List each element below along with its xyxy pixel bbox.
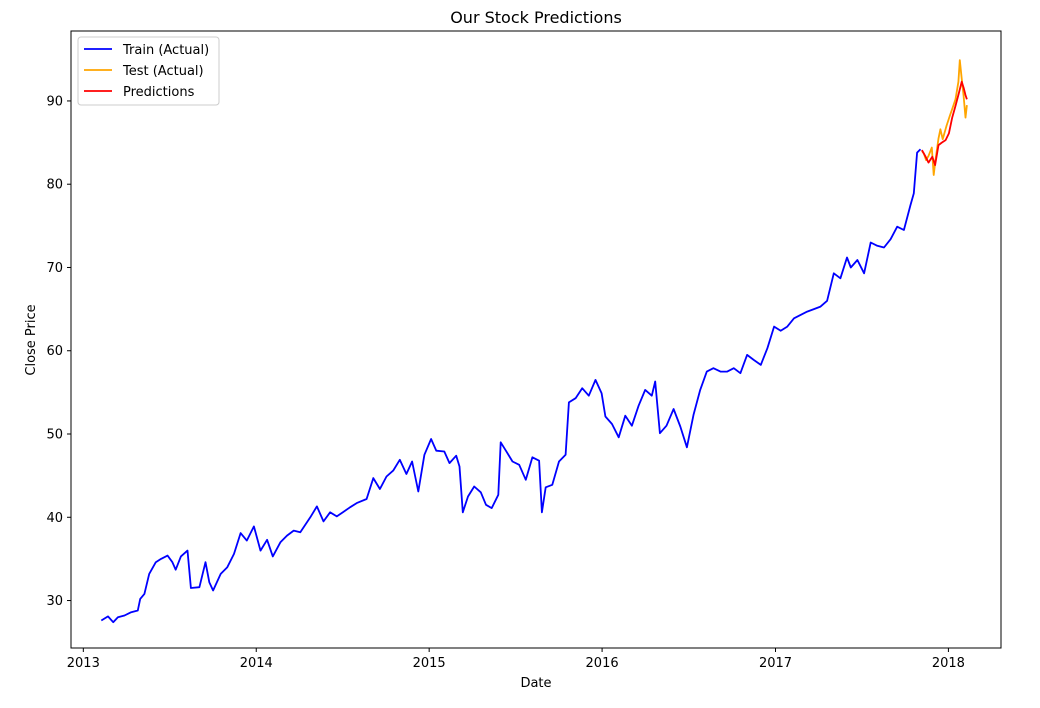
y-tick-label: 60	[46, 344, 63, 359]
y-axis-label: Close Price	[24, 304, 39, 375]
y-tick-label: 90	[46, 94, 63, 109]
x-tick-label: 2018	[932, 656, 965, 671]
x-axis: 2013 2014 2015 2016 2017 2018	[67, 648, 965, 671]
x-tick-label: 2015	[413, 656, 446, 671]
y-tick-label: 30	[46, 594, 63, 609]
y-axis: 30 40 50 60 70 80 90	[46, 94, 71, 609]
series-line-1	[921, 59, 968, 176]
x-tick-label: 2013	[67, 656, 100, 671]
legend-box	[77, 36, 220, 106]
y-tick-label: 50	[46, 428, 63, 443]
series-line-2	[921, 80, 968, 166]
chart-title: Our Stock Predictions	[450, 8, 622, 27]
legend: Train (Actual) Test (Actual) Predictions	[77, 36, 220, 106]
y-tick-label: 40	[46, 511, 63, 526]
x-tick-label: 2014	[240, 656, 273, 671]
x-axis-label: Date	[520, 676, 551, 691]
x-tick-label: 2016	[586, 656, 619, 671]
series-line-0	[100, 148, 922, 624]
y-tick-label: 80	[46, 178, 63, 193]
y-tick-label: 70	[46, 261, 63, 276]
plot-frame	[70, 30, 1002, 649]
series-layer	[100, 59, 968, 624]
legend-label: Train (Actual)	[122, 43, 209, 58]
legend-label: Test (Actual)	[122, 64, 204, 79]
legend-label: Predictions	[123, 85, 195, 100]
x-tick-label: 2017	[759, 656, 792, 671]
